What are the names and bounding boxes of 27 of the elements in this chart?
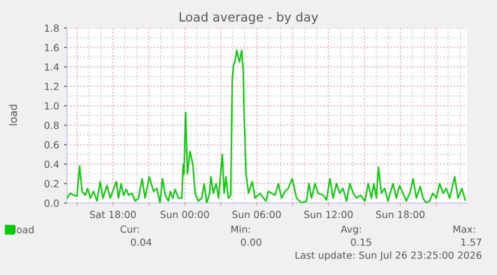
y-tick-label: 1.6 bbox=[44, 44, 59, 52]
y-tick-label: 1.0 bbox=[44, 102, 59, 110]
y-tick-label: 0.0 bbox=[44, 199, 59, 207]
text: 0.00 bbox=[240, 238, 262, 246]
text: Max: bbox=[454, 226, 475, 233]
text: 0.04 bbox=[130, 238, 152, 246]
text: Min: bbox=[231, 225, 250, 233]
y-tick-label: 0.2 bbox=[44, 180, 58, 188]
x-tick-label: Sun 00:00 bbox=[160, 210, 209, 218]
y-tick-label: 0.4 bbox=[44, 160, 59, 168]
x-tick-label: Sat 18:00 bbox=[90, 210, 136, 218]
x-tick-label: Sun 06:00 bbox=[232, 210, 281, 218]
y-tick-label: 0.8 bbox=[44, 122, 59, 130]
x-tick-label: Sun 12:00 bbox=[304, 210, 353, 218]
text: Last update: Sun Jul 26 23:25:00 2026 bbox=[296, 251, 482, 261]
y-axis-title: load bbox=[8, 104, 18, 126]
text: 1.57 bbox=[461, 238, 482, 246]
text: Avg: bbox=[340, 226, 361, 235]
y-tick-label: 1.2 bbox=[44, 82, 58, 90]
text: Cur: bbox=[120, 225, 139, 233]
y-tick-label: 1.4 bbox=[44, 63, 59, 71]
y-tick-label: 0.6 bbox=[44, 141, 59, 148]
chart-title: Load average - by day bbox=[180, 12, 318, 24]
x-tick-label: Sun 18:00 bbox=[376, 210, 424, 218]
text: 0.15 bbox=[350, 238, 372, 246]
y-tick-label: 1.8 bbox=[44, 24, 59, 32]
legend-label: load bbox=[14, 226, 34, 234]
